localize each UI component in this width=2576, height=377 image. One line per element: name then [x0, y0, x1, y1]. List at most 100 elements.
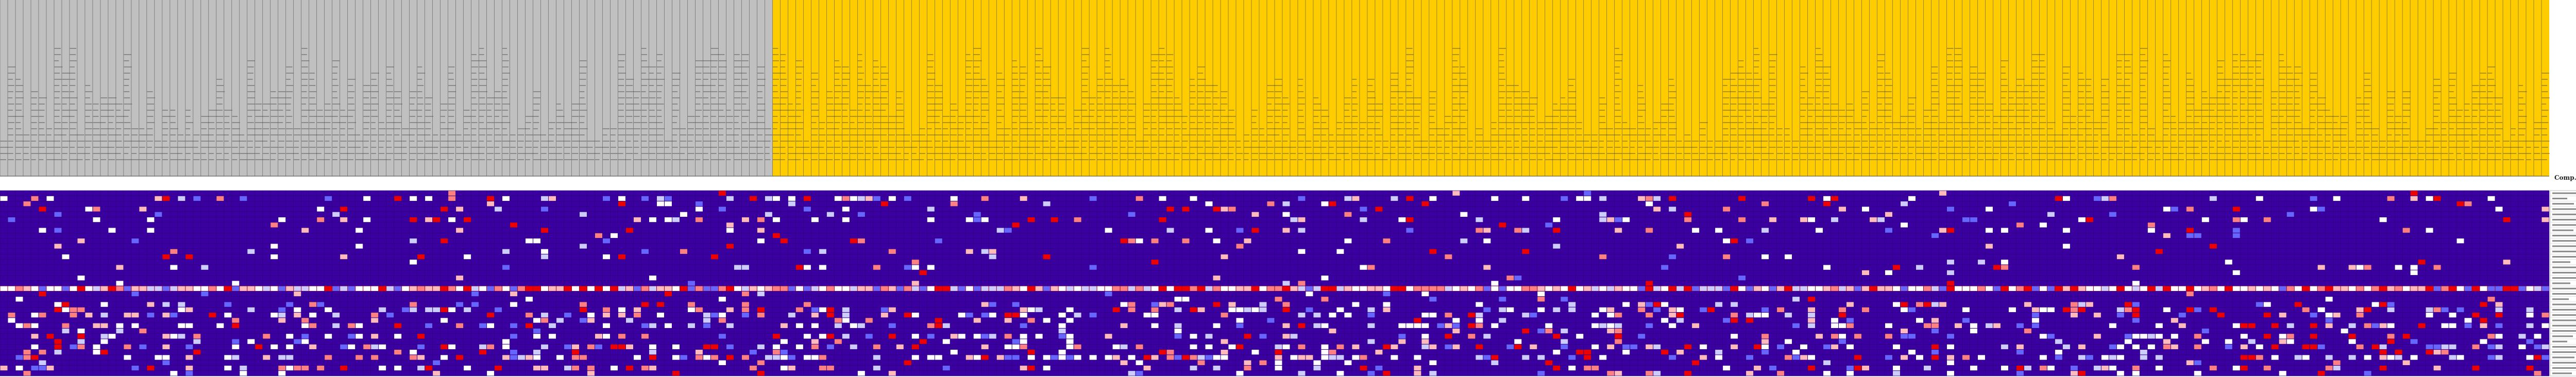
heatmap-cell	[1112, 307, 1120, 313]
heatmap-cell	[294, 286, 301, 291]
heatmap-cell	[664, 286, 672, 291]
heatmap-cell	[1275, 286, 1282, 291]
heatmap-cell	[1923, 286, 1931, 291]
heatmap-cell	[131, 286, 139, 291]
heatmap-cell	[1646, 196, 1653, 201]
heatmap-cell	[927, 265, 935, 270]
heatmap-cell	[1221, 254, 1228, 260]
heatmap-cell	[695, 217, 703, 222]
heatmap-cell	[1043, 286, 1050, 291]
heatmap-cell	[2070, 307, 2078, 313]
heatmap-cell	[2395, 265, 2402, 270]
heatmap-cell	[2186, 307, 2194, 313]
heatmap-cell	[788, 201, 795, 207]
heatmap-cell	[1298, 228, 1306, 233]
heatmap-cell	[2317, 265, 2325, 270]
heatmap-cell	[1483, 307, 1491, 313]
heatmap-cell	[2271, 286, 2279, 291]
heatmap-cell	[456, 228, 464, 233]
heatmap-cell	[2503, 260, 2511, 265]
heatmap-cell	[1151, 238, 1159, 244]
heatmap-cell	[2132, 307, 2140, 313]
heatmap-cell	[718, 297, 726, 302]
heatmap-cell	[355, 228, 363, 233]
heatmap-cell	[2232, 217, 2240, 222]
heatmap-cell	[1545, 222, 1553, 228]
heatmap-cell	[240, 286, 247, 291]
heatmap-cell	[1885, 212, 1893, 217]
heatmap-cell	[1615, 228, 1622, 233]
heatmap-cell	[1653, 196, 1661, 201]
heatmap-cell	[1831, 217, 1839, 222]
heatmap-cell	[479, 286, 487, 291]
heatmap-cell	[270, 254, 278, 260]
heatmap-cell	[1723, 238, 1731, 244]
heatmap-cell	[1445, 254, 1452, 260]
heatmap-cell	[1398, 217, 1406, 222]
heatmap-cell	[2410, 191, 2418, 196]
heatmap-cell	[301, 228, 309, 233]
heatmap-cell	[695, 307, 703, 313]
heatmap-cell	[649, 217, 656, 222]
heatmap-cell	[1352, 286, 1360, 291]
heatmap-cell	[247, 249, 255, 254]
heatmap-cell	[1290, 217, 1298, 222]
heatmap-cell	[618, 254, 626, 260]
heatmap-cell	[1746, 286, 1754, 291]
heatmap-cell	[1530, 286, 1537, 291]
heatmap-cell	[1414, 286, 1421, 291]
heatmap-cell	[178, 302, 185, 307]
heatmap-cell	[1939, 286, 1946, 291]
heatmap-cell	[1483, 265, 1491, 270]
heatmap-cell	[795, 286, 803, 291]
heatmap-cell	[710, 254, 718, 260]
heatmap-cell	[741, 307, 749, 313]
heatmap-cell	[1723, 286, 1731, 291]
heatmap-cell	[2024, 286, 2031, 291]
heatmap-cell	[340, 217, 348, 222]
heatmap-cell	[1846, 302, 1854, 307]
heatmap-cell	[834, 196, 842, 201]
heatmap-cell	[1816, 228, 1823, 233]
heatmap-cell	[1282, 212, 1290, 217]
heatmap-cell	[1946, 286, 1954, 291]
heatmap-cell	[1089, 196, 1097, 201]
heatmap-cell	[1777, 286, 1785, 291]
heatmap-cell	[286, 286, 294, 291]
heatmap-cell	[363, 217, 371, 222]
heatmap-cell	[1089, 286, 1097, 291]
heatmap-cell	[772, 217, 780, 222]
heatmap-cell	[332, 212, 340, 217]
heatmap-cell	[526, 286, 533, 291]
heatmap-cell	[1174, 307, 1182, 313]
heatmap-cell	[495, 207, 502, 212]
heatmap-cell	[664, 217, 672, 222]
heatmap-cell	[757, 238, 765, 244]
heatmap-cell	[1537, 307, 1545, 313]
heatmap-cell	[1244, 286, 1251, 291]
heatmap-cell	[2387, 307, 2395, 313]
heatmap-cell	[31, 286, 39, 291]
heatmap-cell	[2286, 212, 2294, 217]
heatmap-cell	[1669, 207, 1676, 212]
heatmap-cell	[8, 217, 15, 222]
heatmap-cell	[2078, 286, 2086, 291]
heatmap-cell	[317, 217, 325, 222]
heatmap-cell	[1800, 286, 1808, 291]
heatmap-cell	[201, 291, 209, 297]
heatmap-cell	[626, 228, 633, 233]
heatmap-cell	[1298, 217, 1306, 222]
heatmap-cell	[1684, 217, 1692, 222]
heatmap-cell	[1267, 286, 1275, 291]
heatmap-cell	[634, 313, 641, 318]
heatmap-cell	[1839, 286, 1846, 291]
heatmap-cell	[2294, 286, 2302, 291]
heatmap-cell	[1367, 286, 1375, 291]
heatmap-cell	[656, 286, 664, 291]
heatmap-cell	[1476, 217, 1483, 222]
heatmap-cell	[2109, 286, 2116, 291]
heatmap-cell	[819, 307, 826, 313]
heatmap-cell	[1012, 286, 1020, 291]
heatmap-cell	[1406, 196, 1414, 201]
heatmap-cell	[1553, 228, 1561, 233]
